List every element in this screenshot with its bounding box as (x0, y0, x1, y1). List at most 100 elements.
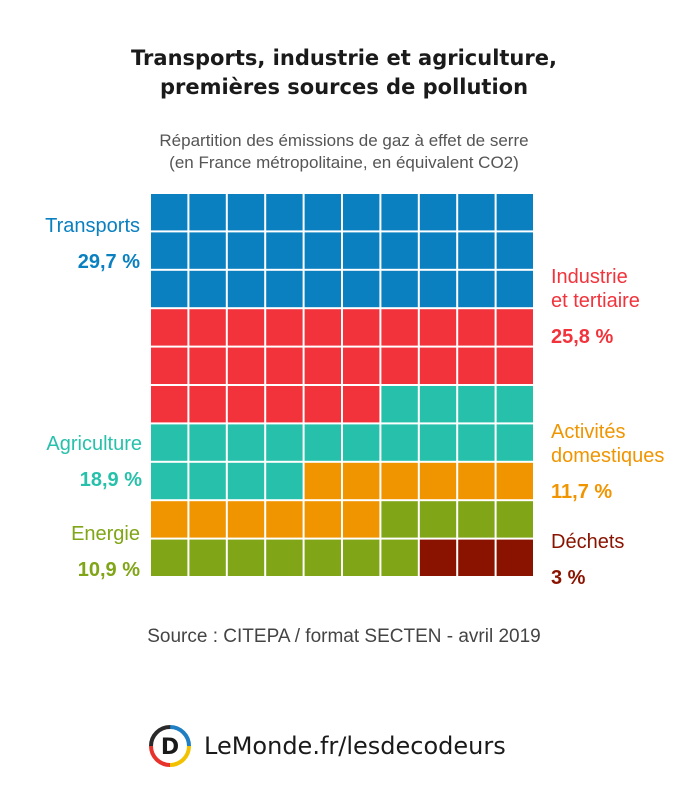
waffle-cell-transports (419, 194, 457, 231)
waffle-cell-industrie (189, 386, 226, 423)
waffle-cell-transports (151, 194, 188, 231)
waffle-cell-industrie (343, 309, 380, 346)
waffle-cell-industrie (227, 309, 265, 346)
waffle-cell-industrie (381, 347, 418, 384)
waffle-cell-transports (343, 232, 380, 269)
waffle-cell-transports (189, 270, 226, 308)
waffle-cell-activits (304, 501, 341, 538)
waffle-cell-agriculture (151, 462, 188, 500)
waffle-cell-industrie (496, 347, 533, 384)
waffle-cell-agriculture (304, 424, 341, 461)
waffle-cell-energie (419, 501, 457, 538)
waffle-cell-industrie (304, 386, 341, 423)
waffle-cell-agriculture (496, 424, 533, 461)
waffle-cell-transports (496, 232, 533, 269)
waffle-cell-agriculture (266, 462, 303, 500)
waffle-cell-agriculture (419, 424, 457, 461)
waffle-cell-transports (151, 232, 188, 269)
waffle-cell-industrie (266, 386, 303, 423)
waffle-cell-transports (304, 270, 341, 308)
label-value: 25,8 % (551, 326, 614, 348)
waffle-cell-industrie (343, 386, 380, 423)
waffle-cell-activits (419, 462, 457, 500)
waffle-cell-transports (381, 232, 418, 269)
waffle-cell-dchets (496, 539, 533, 576)
waffle-cell-agriculture (189, 462, 226, 500)
waffle-cell-agriculture (458, 424, 495, 461)
waffle-cell-transports (304, 232, 341, 269)
label-value: 10,9 % (77, 559, 140, 581)
waffle-cell-industrie (419, 309, 457, 346)
label-name-line2: domestiques (551, 445, 665, 467)
waffle-cell-energie (227, 539, 265, 576)
waffle-cell-agriculture (151, 424, 188, 461)
label-energie: Energie 10,9 % (71, 522, 140, 582)
label-industrie: Industrie et tertiaire 25,8 % (551, 265, 640, 349)
subtitle-line-2: (en France métropolitaine, en équivalent… (169, 153, 519, 172)
label-value: 3 % (551, 567, 586, 589)
waffle-cell-industrie (458, 309, 495, 346)
waffle-cell-agriculture (189, 424, 226, 461)
waffle-cell-transports (266, 270, 303, 308)
waffle-cell-energie (496, 501, 533, 538)
waffle-cell-agriculture (458, 386, 495, 423)
waffle-cell-industrie (151, 386, 188, 423)
logo-letter: D (161, 735, 179, 760)
waffle-cell-energie (381, 539, 418, 576)
label-activites-domestiques: Activités domestiques 11,7 % (551, 420, 664, 504)
waffle-cell-energie (304, 539, 341, 576)
label-name: Energie (71, 523, 140, 545)
waffle-cell-transports (227, 270, 265, 308)
waffle-cell-transports (458, 270, 495, 308)
waffle-cell-transports (304, 194, 341, 231)
label-name: Transports (45, 215, 140, 237)
waffle-cell-transports (419, 232, 457, 269)
chart-title: Transports, industrie et agriculture, pr… (0, 44, 688, 102)
waffle-cell-activits (458, 462, 495, 500)
label-name: Déchets (551, 531, 625, 553)
waffle-cell-activits (381, 462, 418, 500)
label-dechets: Déchets 3 % (551, 530, 624, 590)
waffle-cell-transports (151, 270, 188, 308)
label-name: Activités (551, 421, 626, 443)
waffle-cell-industrie (266, 347, 303, 384)
waffle-cell-activits (496, 462, 533, 500)
waffle-cell-transports (458, 194, 495, 231)
label-value: 29,7 % (77, 251, 140, 273)
waffle-cell-activits (343, 501, 380, 538)
waffle-cell-transports (189, 232, 226, 269)
waffle-cell-energie (151, 539, 188, 576)
waffle-cell-energie (189, 539, 226, 576)
waffle-cell-dchets (458, 539, 495, 576)
waffle-cell-agriculture (343, 424, 380, 461)
waffle-cell-dchets (419, 539, 457, 576)
waffle-cell-activits (151, 501, 188, 538)
waffle-cell-industrie (151, 309, 188, 346)
waffle-cell-agriculture (496, 386, 533, 423)
waffle-cell-transports (458, 232, 495, 269)
label-value: 18,9 % (79, 469, 142, 491)
waffle-cell-transports (266, 232, 303, 269)
waffle-cell-transports (227, 232, 265, 269)
waffle-cell-industrie (458, 347, 495, 384)
waffle-cell-industrie (304, 347, 341, 384)
waffle-cell-transports (189, 194, 226, 231)
waffle-cell-agriculture (381, 386, 418, 423)
waffle-cell-industrie (343, 347, 380, 384)
waffle-cell-transports (343, 194, 380, 231)
label-name: Agriculture (46, 433, 142, 455)
waffle-cell-industrie (227, 347, 265, 384)
waffle-cell-industrie (189, 309, 226, 346)
label-value: 11,7 % (551, 481, 613, 503)
waffle-cell-activits (227, 501, 265, 538)
waffle-cell-agriculture (419, 386, 457, 423)
source-note: Source : CITEPA / format SECTEN - avril … (147, 626, 541, 647)
waffle-cell-transports (343, 270, 380, 308)
decodeurs-logo-icon: D (149, 725, 191, 767)
waffle-cell-energie (343, 539, 380, 576)
waffle-cell-transports (227, 194, 265, 231)
waffle-cell-activits (343, 462, 380, 500)
waffle-cell-transports (496, 270, 533, 308)
waffle-cell-activits (304, 462, 341, 500)
